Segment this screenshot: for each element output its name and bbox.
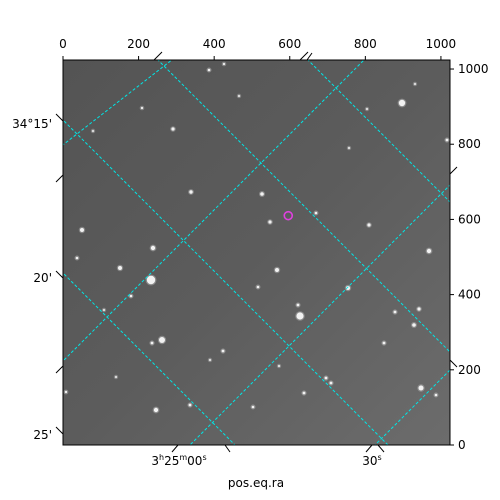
grid-line (63, 119, 389, 445)
plot-area (63, 60, 450, 445)
ra-edge-tick (153, 51, 163, 61)
plot-frame (62, 59, 451, 446)
ra-tick-label-1: 3h25m00s (151, 453, 206, 468)
dec-tick-label-3: 25' (33, 428, 52, 442)
top-axis-tick-label: 0 (59, 37, 67, 51)
star (296, 312, 304, 320)
star (367, 223, 371, 227)
star (150, 341, 154, 345)
star (324, 376, 328, 380)
top-axis-tick-label: 1000 (426, 37, 457, 51)
star (221, 349, 225, 353)
star (75, 256, 79, 260)
star (140, 106, 144, 110)
right-axis-tick-label: 800 (458, 137, 481, 151)
star (426, 248, 432, 254)
grid-line (189, 184, 450, 445)
star (146, 275, 156, 285)
dec-edge-tick (55, 174, 64, 183)
star (268, 220, 272, 224)
star (103, 309, 105, 311)
right-axis-tick-label: 200 (458, 363, 481, 377)
star (418, 385, 424, 391)
top-axis-tick-label: 600 (278, 37, 301, 51)
star (209, 359, 211, 361)
star (278, 365, 280, 367)
star (171, 127, 175, 131)
dec-edge-tick (449, 166, 458, 175)
star (80, 228, 84, 232)
star (275, 268, 279, 272)
star (153, 407, 159, 413)
star (434, 393, 438, 397)
dec-tick-label-2: 20' (33, 271, 52, 285)
star (314, 211, 318, 215)
star-layer (63, 61, 450, 414)
dec-edge-tick (55, 270, 64, 279)
star (64, 390, 68, 394)
star (222, 62, 226, 66)
top-axis-tick-label: 400 (203, 37, 226, 51)
coord-edge-tick (365, 444, 373, 453)
star (412, 323, 416, 327)
star-field-image (63, 60, 450, 445)
coord-edge-tick (377, 444, 385, 453)
star (348, 147, 350, 149)
right-pixel-axis: 0 200 400 600 800 1000 (450, 62, 489, 452)
star (150, 245, 156, 251)
star (115, 376, 117, 378)
star (346, 286, 350, 290)
star (256, 285, 260, 289)
grid-line (63, 60, 365, 362)
star (118, 266, 122, 270)
ra-tick-label-2: 30s (362, 453, 381, 468)
dec-edge-tick (55, 365, 64, 374)
star (207, 68, 211, 72)
top-pixel-axis: 0 200 400 600 800 1000 (59, 37, 456, 60)
right-axis-tick-label: 400 (458, 288, 481, 302)
dec-edge-tick (55, 426, 64, 435)
star (382, 341, 386, 345)
star (296, 303, 300, 307)
star (329, 381, 333, 385)
coord-edge-tick (224, 444, 231, 453)
star (92, 130, 94, 132)
star (188, 403, 192, 407)
world-coordinate-ticks (55, 51, 458, 453)
dec-tick-label-1: 34°15' (12, 117, 52, 131)
star (445, 138, 449, 142)
star (393, 310, 397, 314)
top-axis-tick-label: 800 (354, 37, 377, 51)
coordinate-grid (63, 60, 450, 445)
coord-edge-tick (171, 444, 179, 453)
star (260, 192, 264, 196)
target-marker-circle (283, 210, 294, 221)
star (238, 95, 240, 97)
star (189, 190, 193, 194)
right-axis-tick-label: 0 (458, 438, 466, 452)
dec-edge-tick (449, 359, 458, 368)
grid-line (307, 60, 450, 203)
star (417, 307, 421, 311)
coord-edge-tick (306, 52, 313, 61)
right-axis-tick-label: 1000 (458, 62, 489, 76)
x-axis-title: pos.eq.ra (228, 476, 284, 490)
grid-line (157, 60, 450, 353)
dec-edge-tick (55, 113, 64, 122)
right-axis-tick-label: 600 (458, 212, 481, 226)
grid-line (63, 60, 173, 146)
grid-line (374, 369, 450, 445)
star (302, 391, 306, 395)
star (398, 99, 406, 107)
star (414, 83, 416, 85)
top-axis-tick-label: 200 (127, 37, 150, 51)
star (366, 108, 368, 110)
ra-edge-tick (299, 51, 309, 61)
star (129, 294, 133, 298)
star (159, 337, 165, 343)
star (251, 405, 255, 409)
